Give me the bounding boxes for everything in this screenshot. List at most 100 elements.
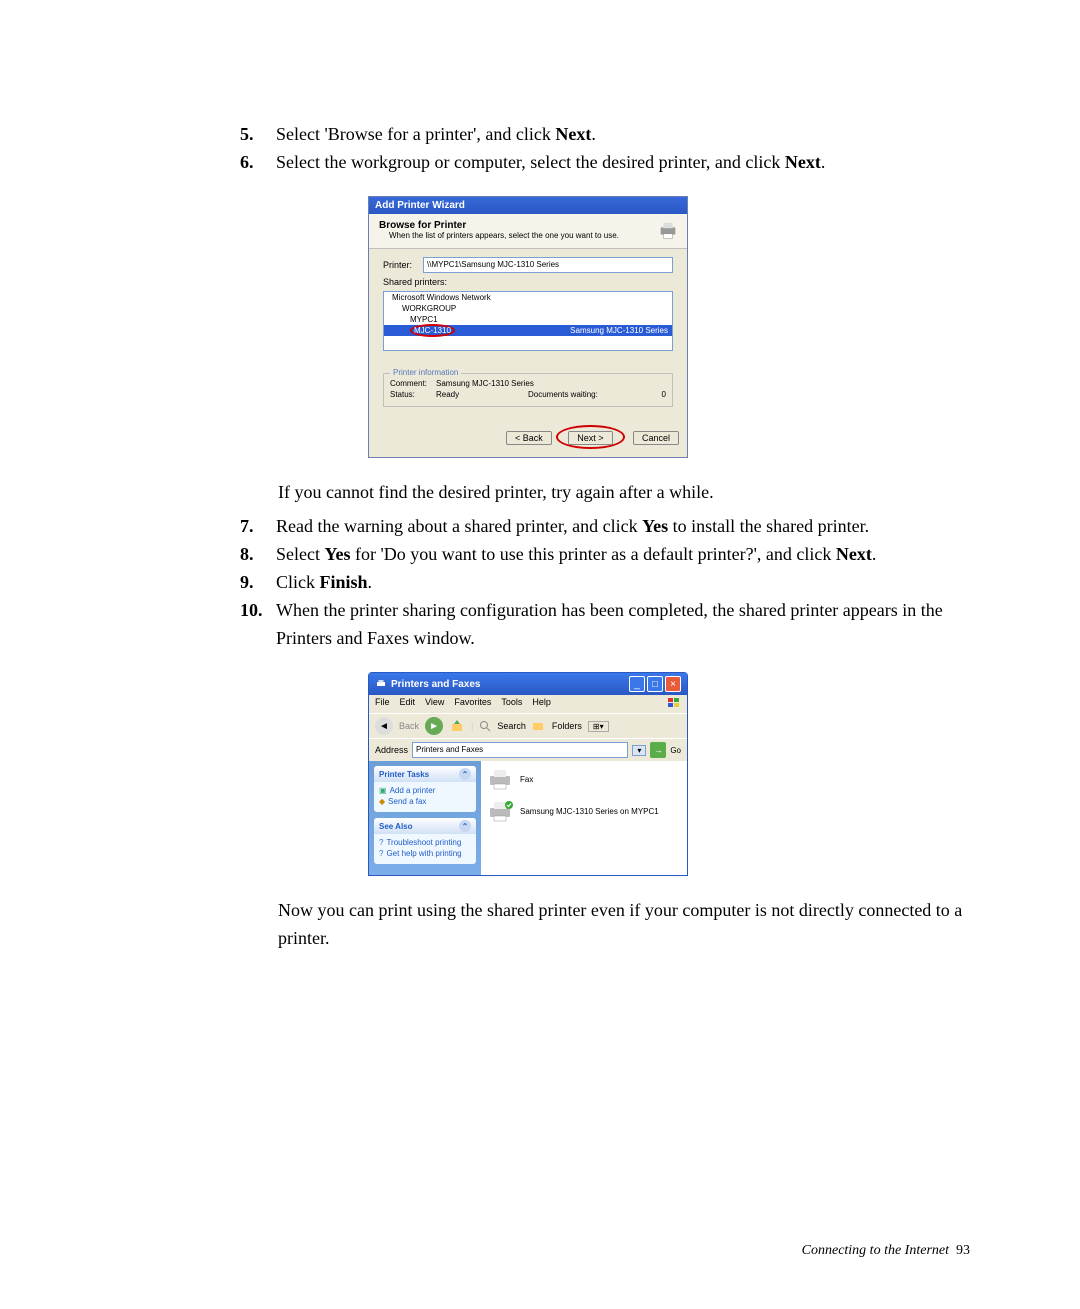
shared-printers-list[interactable]: Microsoft Windows Network WORKGROUP MYPC… [383,291,673,351]
address-label: Address [375,745,408,755]
collapse-icon[interactable]: ⌃ [459,768,471,780]
go-label: Go [670,746,681,755]
panel-title: See Also [379,822,413,831]
printer-label: Printer: [383,260,423,270]
menu-tools[interactable]: Tools [501,697,522,711]
step-text: When the printer sharing configuration h… [276,596,980,652]
search-icon [479,720,491,732]
page-footer: Connecting to the Internet 93 [802,1243,970,1259]
shared-printer-item[interactable]: Samsung MJC-1310 Series on MYPC1 [487,799,681,823]
printer-description: Samsung MJC-1310 Series [570,326,668,335]
shared-printers-label: Shared printers: [383,277,447,287]
wizard-header: Browse for Printer When the list of prin… [369,214,687,249]
menu-file[interactable]: File [375,697,390,711]
docs-waiting-label: Documents waiting: [528,390,646,399]
folders-icon [532,720,546,732]
step-text: Read the warning about a shared printer,… [276,512,980,540]
step-text: Select the workgroup or computer, select… [276,148,980,176]
wizard-buttons: < Back Next > Cancel [369,415,687,457]
highlight-ellipse: MJC-1310 [410,324,455,337]
window-title-bar: Printers and Faxes _ □ × [369,673,687,695]
text-suffix: . [821,152,826,172]
step-number: 5. [240,120,276,148]
step-number: 6. [240,148,276,176]
wizard-header-subtitle: When the list of printers appears, selec… [379,231,657,240]
close-button[interactable]: × [665,676,681,692]
sidebar: Printer Tasks ⌃ ▣Add a printer ◆Send a fa… [369,761,481,875]
menu-edit[interactable]: Edit [400,697,416,711]
windows-logo-icon [667,697,681,709]
add-printer-link[interactable]: ▣Add a printer [379,785,471,796]
wizard-title-bar: Add Printer Wizard [369,197,687,214]
address-dropdown[interactable]: ▾ [632,745,646,756]
address-bar: Address Printers and Faxes ▾ → Go [369,738,687,761]
printer-info-legend: Printer information [390,368,461,377]
printer-input[interactable]: \\MYPC1\Samsung MJC-1310 Series [423,257,673,273]
menu-favorites[interactable]: Favorites [454,697,491,711]
maximize-button[interactable]: □ [647,676,663,692]
page-number: 93 [956,1243,970,1258]
step-5: 5. Select 'Browse for a printer', and cl… [240,120,980,148]
docs-waiting-value: 0 [646,390,666,399]
printer-tasks-panel: Printer Tasks ⌃ ▣Add a printer ◆Send a fa… [374,766,476,812]
printer-label: Samsung MJC-1310 Series on MYPC1 [520,807,659,816]
troubleshoot-link[interactable]: ?Troubleshoot printing [379,837,471,848]
wizard-header-title: Browse for Printer [379,220,657,231]
search-button[interactable]: Search [497,721,526,731]
go-button[interactable]: → [650,742,666,758]
wizard-title: Add Printer Wizard [375,200,465,211]
up-folder-icon[interactable] [449,718,465,734]
fax-printer-item[interactable]: Fax [487,767,681,791]
tree-printer-selected[interactable]: MJC-1310 Samsung MJC-1310 Series [384,325,672,336]
cancel-button[interactable]: Cancel [633,431,679,445]
window-controls: _ □ × [627,676,681,692]
panel-title: Printer Tasks [379,770,429,779]
collapse-icon[interactable]: ⌃ [459,820,471,832]
text-prefix: Select the workgroup or computer, select… [276,152,785,172]
footer-text: Connecting to the Internet [802,1243,949,1258]
step-text: Select Yes for 'Do you want to use this … [276,540,980,568]
comment-label: Comment: [390,379,436,388]
printer-info-box: Printer information Comment:Samsung MJC-… [383,373,673,407]
printers-faxes-window: Printers and Faxes _ □ × File Edit View … [368,672,688,876]
next-button[interactable]: Next > [568,431,612,445]
back-button[interactable]: < Back [506,431,552,445]
bold-finish: Finish [320,572,368,592]
highlight-ellipse: Next > [556,425,624,449]
bold-next: Next [785,152,821,172]
get-help-link[interactable]: ?Get help with printing [379,848,471,859]
bold-yes: Yes [324,544,350,564]
status-value: Ready [436,390,459,399]
folders-button[interactable]: Folders [552,721,582,731]
forward-nav-button[interactable]: ► [425,717,443,735]
menu-help[interactable]: Help [532,697,551,711]
menu-view[interactable]: View [425,697,444,711]
toolbar: ◄ Back ► | Search Folders ⊞▾ [369,713,687,738]
printers-content: Fax Samsung MJC-1310 Series on MYPC1 [481,761,687,875]
paragraph: Now you can print using the shared print… [278,896,980,952]
text-prefix: Select 'Browse for a printer', and click [276,124,555,144]
printer-icon [375,678,387,690]
status-label: Status: [390,390,436,399]
see-also-panel: See Also ⌃ ?Troubleshoot printing ?Get he… [374,818,476,864]
printer-icon [657,220,679,242]
bold-yes: Yes [642,516,668,536]
minimize-button[interactable]: _ [629,676,645,692]
bold-next: Next [836,544,872,564]
bold-next: Next [555,124,591,144]
tree-workgroup[interactable]: WORKGROUP [384,303,672,314]
step-9: 9. Click Finish. [240,568,980,596]
send-fax-link[interactable]: ◆Send a fax [379,796,471,807]
address-input[interactable]: Printers and Faxes [412,742,628,758]
text-suffix: . [591,124,596,144]
step-6: 6. Select the workgroup or computer, sel… [240,148,980,176]
add-printer-wizard-window: Add Printer Wizard Browse for Printer Wh… [368,196,688,458]
step-text: Click Finish. [276,568,980,596]
tree-network[interactable]: Microsoft Windows Network [384,292,672,303]
view-button[interactable]: ⊞▾ [588,721,609,732]
wizard-body: Printer: \\MYPC1\Samsung MJC-1310 Series… [369,249,687,415]
comment-value: Samsung MJC-1310 Series [436,379,534,388]
printer-label: Fax [520,775,533,784]
back-nav-button[interactable]: ◄ [375,717,393,735]
step-text: Select 'Browse for a printer', and click… [276,120,980,148]
